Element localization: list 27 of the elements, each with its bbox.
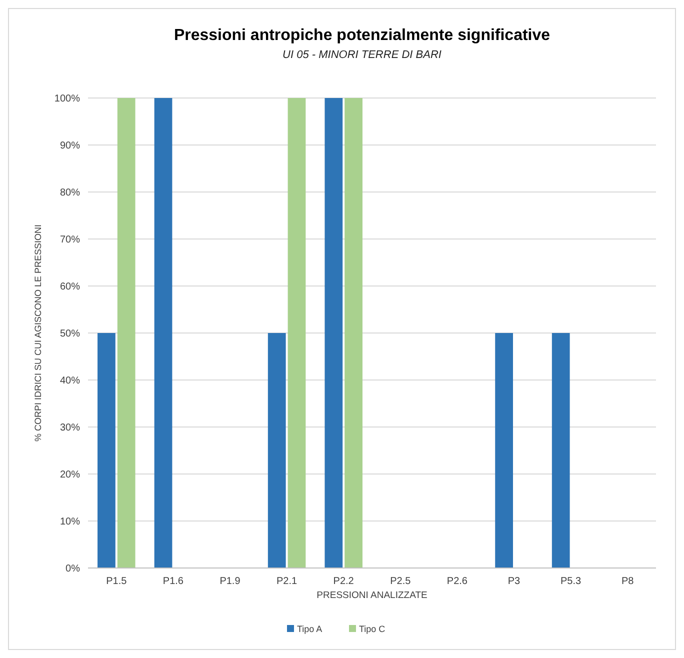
x-axis-title: PRESSIONI ANALIZZATE xyxy=(316,590,428,601)
x-tick-label: P5.3 xyxy=(560,576,582,587)
x-tick-label: P3 xyxy=(508,576,521,587)
x-tick-label: P2.1 xyxy=(276,576,298,587)
x-tick-label: P2.5 xyxy=(390,576,412,587)
legend-label: Tipo C xyxy=(359,624,386,634)
y-tick-label: 60% xyxy=(60,282,80,292)
y-tick-label: 40% xyxy=(60,376,80,386)
y-tick-label: 80% xyxy=(60,188,80,198)
y-tick-label: 10% xyxy=(60,516,80,528)
x-tick-label: P1.5 xyxy=(106,576,128,587)
y-tick-label: 100% xyxy=(54,94,80,104)
legend-label: Tipo A xyxy=(297,624,322,634)
x-tick-label: P1.9 xyxy=(220,576,241,587)
y-tick-label: 50% xyxy=(60,328,80,340)
x-tick-label: P2.6 xyxy=(446,576,468,587)
y-tick-label: 30% xyxy=(60,422,80,434)
y-tick-label: 20% xyxy=(60,470,80,480)
y-axis-title: % CORPI IDRICI SU CUI AGISCONO LE PRESSIONI xyxy=(33,224,43,442)
x-tick-label: P8 xyxy=(621,576,634,587)
y-tick-label: 90% xyxy=(60,140,80,152)
chart-title: Pressioni antropiche potenzialmente significative xyxy=(174,27,550,44)
y-tick-label: 0% xyxy=(66,564,80,574)
chart-subtitle: UI 05 - MINORI TERRE DI BARI xyxy=(282,49,442,61)
x-tick-label: P2.2 xyxy=(333,576,354,587)
y-tick-label: 70% xyxy=(60,234,80,246)
x-tick-label: P1.6 xyxy=(162,576,184,587)
